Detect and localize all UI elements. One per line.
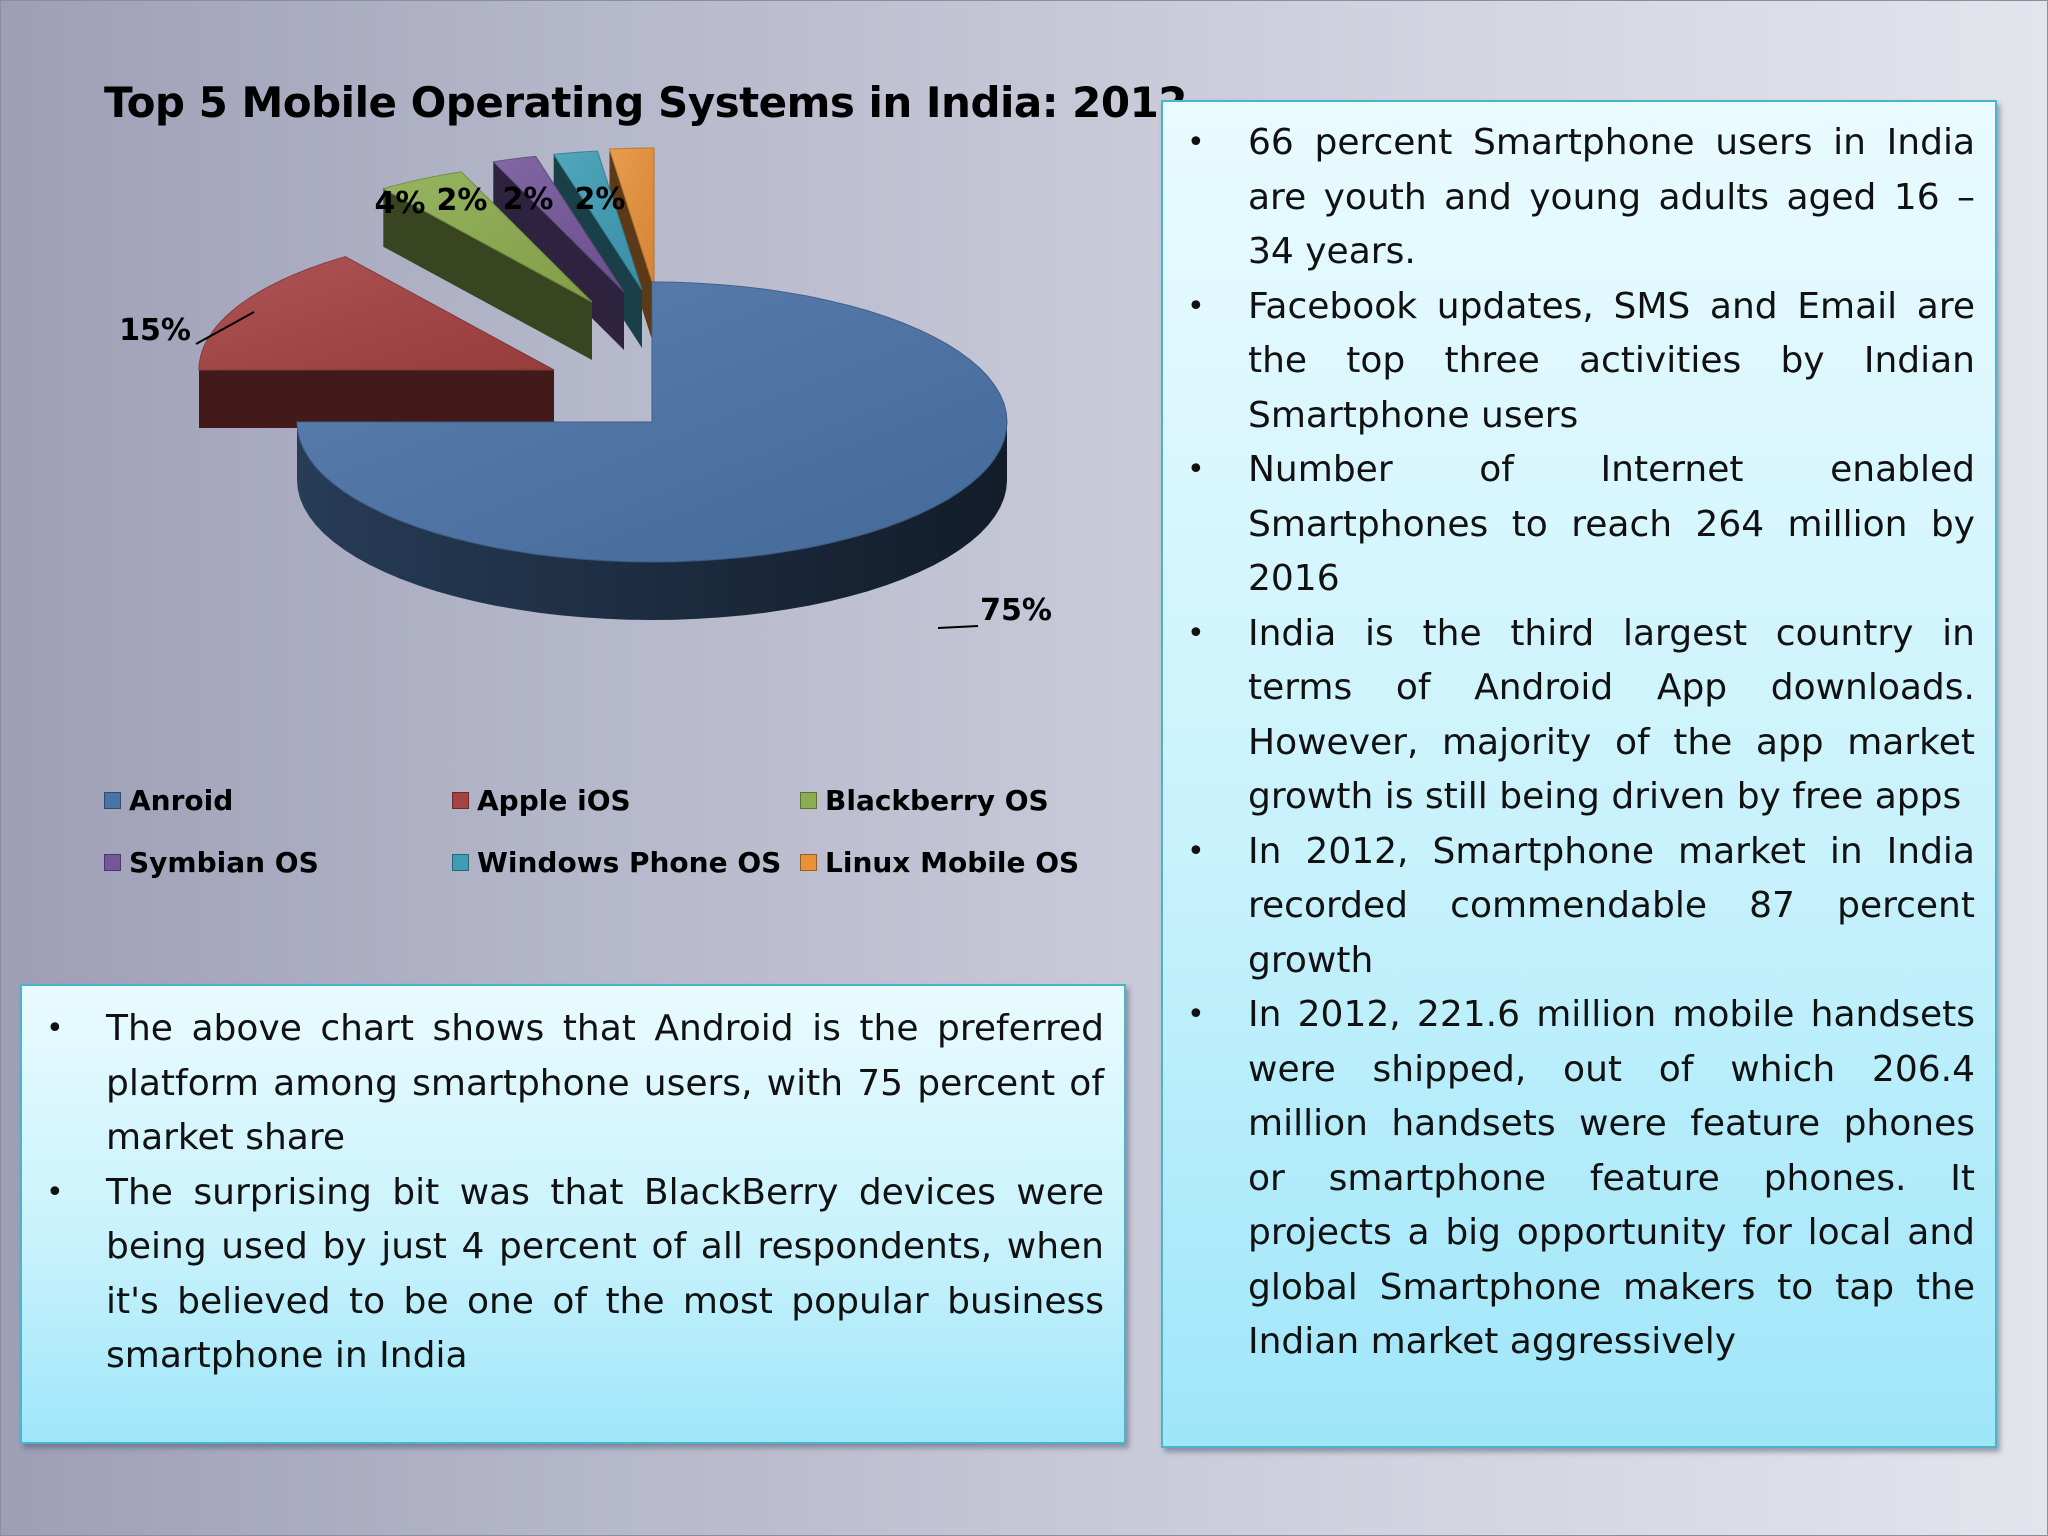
left-bullet-2: • The surprising bit was that BlackBerry … [22,1166,1104,1384]
legend-item: Anroid [104,784,233,817]
legend-swatch [800,854,817,871]
legend-swatch [452,792,469,809]
slice-wall [383,188,592,360]
legend-swatch [104,792,121,809]
slice-side-shade [297,422,1007,620]
bullet-icon: • [1187,833,1205,869]
legend-swatch [104,854,121,871]
pie-slice-linux-mobile-os [608,147,655,346]
data-label: 75% [980,593,1052,628]
legend-item: Windows Phone OS [452,846,781,879]
leader-line [195,311,255,345]
right-bullet-1: • 66 percent Smartphone users in India ar… [1163,116,1975,280]
legend-label: Symbian OS [129,846,319,879]
bullet-icon: • [46,1174,64,1210]
right-bullet-5: • In 2012, Smartphone market in India rec… [1163,825,1975,989]
summary-box-left: • The above chart shows that Android is t… [20,984,1126,1444]
slice-top-highlight [493,156,624,292]
data-label: 2% [437,183,488,218]
right-bullet-6: • In 2012, 221.6 million mobile handsets … [1163,988,1975,1370]
slice-wall [609,149,654,346]
legend-label: Apple iOS [477,784,631,817]
slice-wall [199,370,554,428]
pie-slice-blackberry-os [381,171,593,360]
bullet-icon: • [1187,997,1205,1032]
slice-top-highlight [199,256,554,370]
bullet-icon: • [1187,288,1205,324]
legend-label: Anroid [129,784,234,817]
slice-top-highlight [609,148,654,288]
left-bullet-1: • The above chart shows that Android is t… [22,1002,1104,1166]
bullet-icon: • [1187,125,1205,160]
right-bullet-3: • Number of Internet enabled Smartphones … [1163,443,1975,607]
legend-item: Symbian OS [104,846,319,879]
pie-slice-anroid [296,281,1008,620]
pie-chart: 75% 15% 4% 2% 2% 2% [119,147,1052,629]
legend-label: Linux Mobile OS [825,846,1080,879]
slice-top-highlight [383,171,592,302]
bullet-icon: • [1187,615,1205,651]
bullet-icon: • [1187,452,1205,487]
legend-label: Blackberry OS [825,784,1049,817]
slice-top-highlight [553,151,642,290]
legend-label: Windows Phone OS [477,846,782,879]
slice-top-highlight [297,282,1007,562]
data-label: 15% [119,313,191,348]
legend-item: Linux Mobile OS [800,846,1079,879]
facts-box-right: • 66 percent Smartphone users in India ar… [1161,100,1997,1448]
data-label: 2% [503,182,554,217]
leader-line [937,625,979,629]
data-label: 2% [575,182,626,217]
legend-swatch [800,792,817,809]
chart-legend: Anroid Apple iOS Blackberry OS Symbian OS Wi… [104,784,1124,914]
right-bullet-2: • Facebook updates, SMS and Email are the… [1163,280,1975,444]
data-label: 4% [375,186,426,221]
pie-slice-apple-ios [198,256,555,428]
right-bullet-4: • India is the third largest country in t… [1163,607,1975,825]
chart-title: Top 5 Mobile Operating Systems in India:… [104,78,1188,127]
legend-item: Apple iOS [452,784,631,817]
legend-item: Blackberry OS [800,784,1049,817]
bullet-icon: • [46,1011,64,1046]
legend-swatch [452,854,469,871]
